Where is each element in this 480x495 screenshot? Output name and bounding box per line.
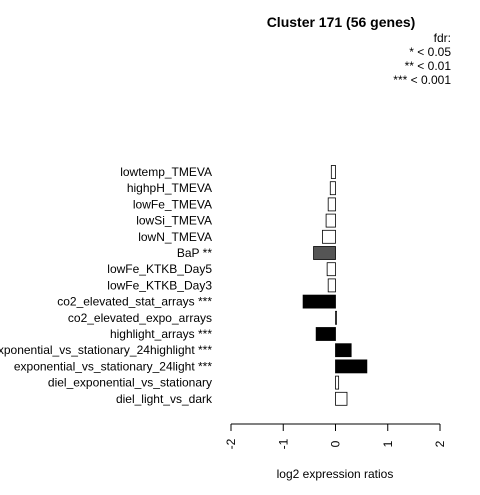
x-tick-label-3: 1 [381, 440, 395, 447]
x-tick-label-0: -2 [224, 438, 238, 449]
bar-0 [330, 165, 336, 179]
bar-9 [335, 310, 337, 325]
x-axis: -2 -1 0 1 2 [224, 423, 447, 449]
bar-8 [302, 294, 336, 309]
bar-4 [322, 229, 336, 244]
legend: fdr: * < 0.05 ** < 0.01 *** < 0.001 [393, 31, 451, 87]
category-label-3: lowSi_TMEVA [136, 214, 212, 228]
bar-14 [335, 391, 348, 406]
legend-entry-2: ** < 0.01 [405, 59, 452, 73]
bar-10 [315, 327, 336, 341]
category-label-6: lowFe_KTKB_Day5 [107, 262, 212, 276]
category-label-9: co2_elevated_expo_arrays [68, 311, 212, 325]
bar-13 [335, 375, 340, 390]
legend-entry-1: * < 0.05 [409, 45, 451, 59]
bar-12 [335, 359, 368, 374]
category-label-2: lowFe_TMEVA [133, 197, 212, 211]
bar-1 [329, 181, 336, 196]
chart-title: Cluster 171 (56 genes) [267, 14, 416, 30]
x-tick-label-1: -1 [276, 438, 290, 449]
bar-2 [327, 197, 336, 212]
bars-group [302, 165, 368, 406]
category-label-5: BaP ** [177, 246, 212, 260]
category-label-14: diel_light_vs_dark [116, 392, 213, 406]
category-label-8: co2_elevated_stat_arrays *** [57, 295, 212, 309]
x-tick-label-4: 2 [433, 440, 447, 447]
bar-7 [327, 278, 336, 293]
x-axis-label: log2 expression ratios [277, 467, 394, 481]
x-tick-label-2: 0 [329, 440, 343, 447]
category-label-7: lowFe_KTKB_Day3 [107, 278, 212, 292]
category-label-1: highpH_TMEVA [127, 181, 212, 195]
category-labels: lowtemp_TMEVA highpH_TMEVA lowFe_TMEVA lowS… [0, 165, 213, 406]
bar-11 [335, 343, 352, 358]
category-label-4: lowN_TMEVA [138, 230, 212, 244]
legend-entry-3: *** < 0.001 [393, 73, 451, 87]
category-label-11: exponential_vs_stationary_24highlight **… [0, 343, 212, 357]
category-label-12: exponential_vs_stationary_24light *** [14, 359, 212, 373]
bar-3 [325, 213, 336, 228]
category-label-10: highlight_arrays *** [110, 327, 212, 341]
category-label-0: lowtemp_TMEVA [120, 165, 212, 179]
legend-title: fdr: [434, 31, 451, 45]
bar-6 [326, 262, 336, 277]
category-label-13: diel_exponential_vs_stationary [48, 376, 212, 390]
bar-5 [313, 246, 336, 260]
